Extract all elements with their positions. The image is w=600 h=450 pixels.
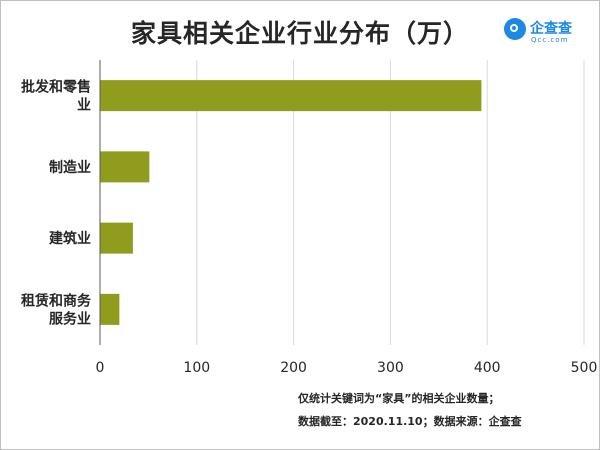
x-tick-label: 200 bbox=[280, 360, 307, 376]
bar bbox=[100, 293, 120, 325]
chart-title: 家具相关企业行业分布（万） bbox=[130, 19, 469, 48]
footnote-source: 数据截至：2020.11.10；数据来源：企查查 bbox=[298, 415, 522, 428]
x-tick-label: 100 bbox=[183, 360, 210, 376]
bar bbox=[100, 151, 150, 183]
category-label: 制造业 bbox=[49, 159, 91, 176]
category-label: 租赁和商务 bbox=[21, 292, 92, 309]
x-tick-label: 0 bbox=[96, 360, 105, 376]
brand-icon bbox=[504, 18, 526, 40]
category-label: 业 bbox=[77, 98, 91, 114]
bar bbox=[100, 80, 482, 112]
x-tick-label: 300 bbox=[377, 360, 404, 376]
brand-url: Qcc.com bbox=[531, 36, 569, 44]
x-tick-label: 400 bbox=[474, 360, 501, 376]
bar bbox=[100, 222, 133, 254]
category-label: 服务业 bbox=[49, 310, 91, 327]
category-label: 批发和零售 bbox=[21, 79, 91, 96]
x-tick-label: 500 bbox=[571, 360, 598, 376]
brand-logo: 企查查 Qcc.com bbox=[504, 16, 590, 48]
category-label: 建筑业 bbox=[49, 230, 91, 247]
brand-name: 企查查 bbox=[530, 21, 572, 37]
footnote-scope: 仅统计关键词为“家具”的相关企业数量； bbox=[298, 392, 500, 405]
